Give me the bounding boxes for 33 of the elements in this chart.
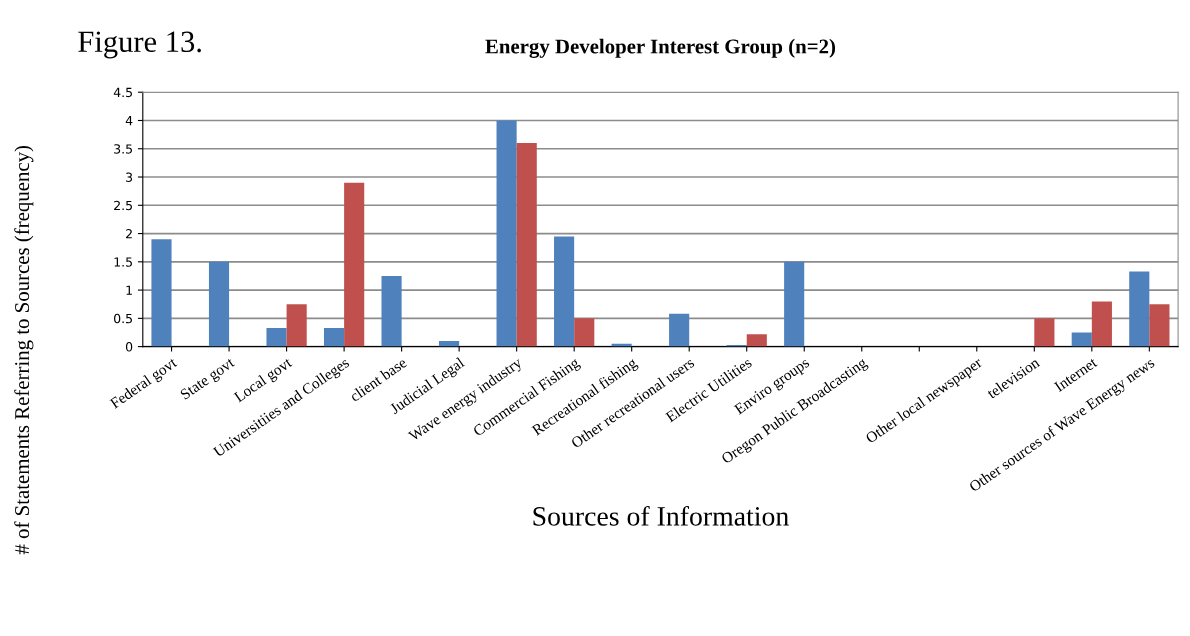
bar <box>1071 332 1092 347</box>
bar <box>746 334 767 347</box>
bar <box>323 327 345 347</box>
y-tick-label: 3.5 <box>114 144 132 154</box>
bar <box>554 236 575 347</box>
bar <box>208 261 230 347</box>
y-axis-title: # of Statements Referring to Sources (frequency) <box>14 145 34 555</box>
bar <box>784 261 805 347</box>
y-tick-label: 0.5 <box>114 313 132 324</box>
bar <box>344 182 365 347</box>
bar <box>381 275 402 347</box>
y-tick-label: 2 <box>126 229 132 239</box>
bar <box>516 143 537 347</box>
y-tick-label: 0 <box>125 342 133 352</box>
bar <box>1091 301 1112 347</box>
x-axis-title: Sources of Information <box>533 505 789 526</box>
bar <box>669 313 690 347</box>
bar <box>574 318 595 347</box>
bar <box>266 327 287 347</box>
bar <box>1034 318 1055 347</box>
chart-title: Energy Developer Interest Group (n=2) <box>485 38 836 58</box>
y-tick-label: 1 <box>126 285 132 295</box>
bar <box>496 120 517 347</box>
y-tick-label: 4 <box>125 116 133 126</box>
caption: Figure 13. <box>78 31 201 59</box>
y-tick-label: 1.5 <box>114 257 132 267</box>
y-tick-label: 2.5 <box>114 200 132 211</box>
bar <box>151 239 172 347</box>
bar <box>286 304 307 347</box>
y-tick-label: 3 <box>126 172 133 182</box>
bar <box>1149 304 1170 347</box>
y-tick-label: 4.5 <box>113 87 132 98</box>
bar <box>1129 271 1150 347</box>
